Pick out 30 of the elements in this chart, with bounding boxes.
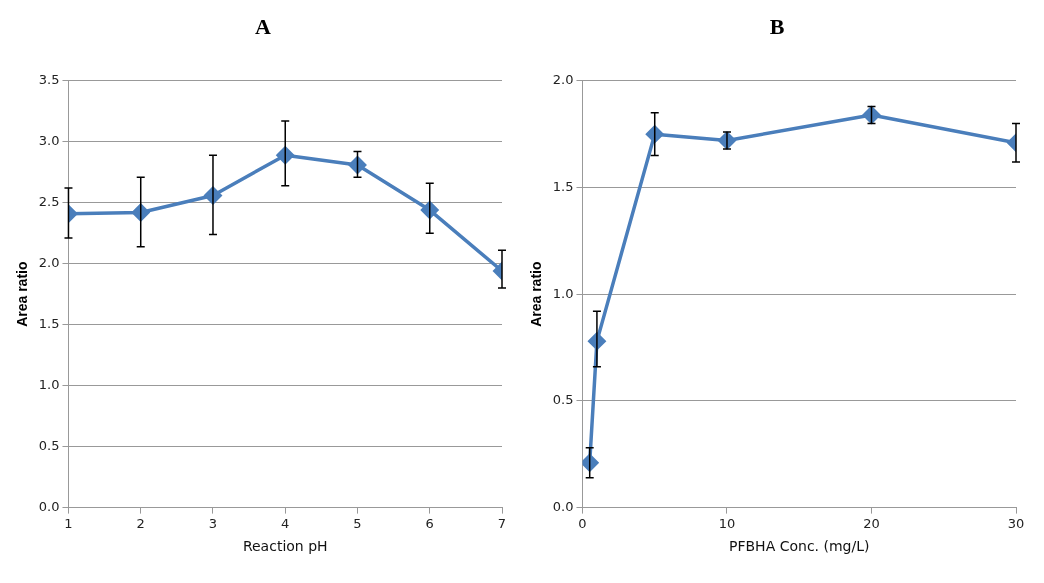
x-tick-label: 2 — [136, 515, 145, 531]
x-tick-label: 3 — [208, 515, 217, 531]
x-tick-label: 5 — [352, 515, 362, 531]
y-tick-label: 2.5 — [38, 194, 59, 210]
y-tick-label: 1.5 — [38, 316, 59, 332]
y-tick-label: 0.5 — [38, 438, 59, 453]
x-tick-label: 1 — [63, 515, 73, 531]
chart-title: B — [769, 14, 785, 40]
y-tick-label: 3.0 — [38, 133, 59, 149]
x-tick-label: 6 — [425, 515, 434, 531]
x-tick-label: 30 — [1007, 515, 1024, 531]
x-tick-label: 10 — [718, 515, 735, 531]
x-tick-label: 4 — [280, 515, 289, 531]
x-axis-title: PFBHA Conc. (mg/L) — [728, 538, 869, 555]
y-tick-label: 1.5 — [552, 178, 573, 194]
x-tick-label: 20 — [862, 515, 880, 531]
y-axis-title: Area ratio — [527, 261, 544, 327]
y-tick-label: 2.0 — [38, 255, 59, 271]
y-tick-label: 1.0 — [38, 377, 59, 393]
y-tick-label: 3.5 — [38, 72, 59, 88]
x-tick-label: 7 — [497, 515, 506, 531]
y-tick-label: 1.0 — [552, 285, 573, 301]
x-axis-title: Reaction pH — [242, 538, 328, 555]
x-tick-label: 0 — [577, 515, 587, 531]
chart-title: A — [255, 14, 271, 40]
y-axis-title: Area ratio — [13, 261, 30, 327]
y-tick-label: 2.0 — [552, 72, 573, 88]
y-tick-label: 0.0 — [552, 498, 573, 514]
y-tick-label: 0.0 — [38, 498, 59, 514]
y-tick-label: 0.5 — [552, 392, 573, 408]
